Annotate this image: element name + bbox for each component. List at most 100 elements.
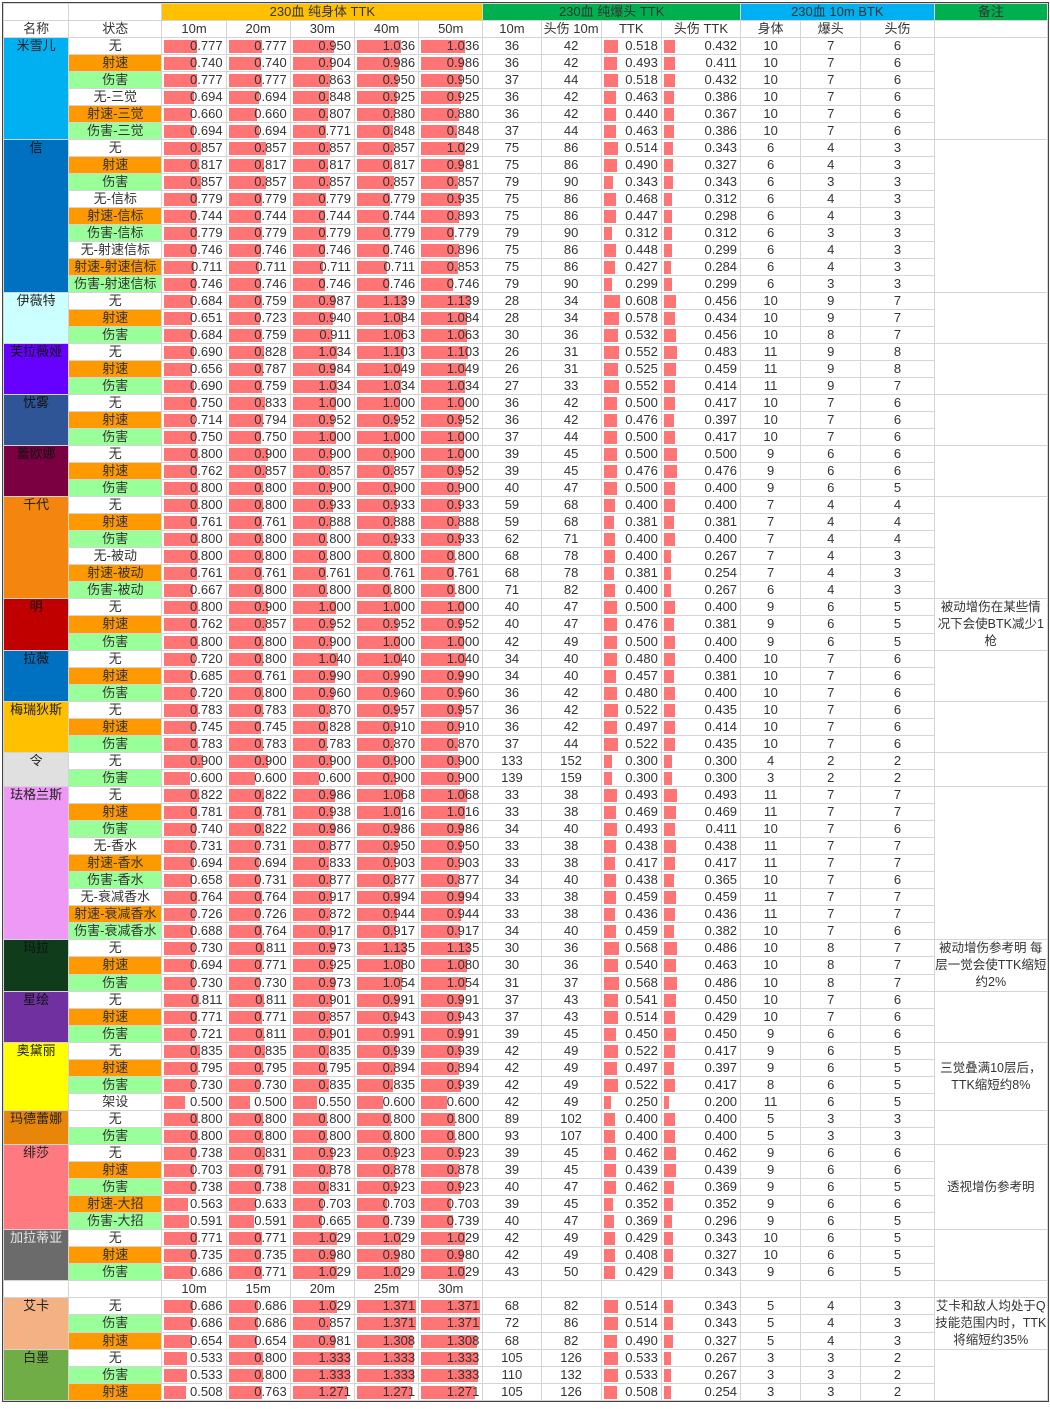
data-bar xyxy=(228,755,268,768)
data-bar xyxy=(603,414,617,427)
state-cell: 射速 xyxy=(68,1008,163,1026)
data-bar xyxy=(356,994,399,1007)
body-ttk-cell: 0.703 xyxy=(353,1195,420,1213)
ttk-value: 0.440 xyxy=(625,106,658,122)
body-ttk-cell: 1.049 xyxy=(353,360,420,378)
headdmg-10m-cell: 86 xyxy=(540,241,602,259)
data-bar xyxy=(421,244,460,257)
data-bar xyxy=(356,789,403,802)
ttk-value: 0.463 xyxy=(704,957,738,973)
body-ttk-cell: 0.800 xyxy=(353,581,420,599)
body-ttk-cell: 0.746 xyxy=(225,241,291,259)
data-bar xyxy=(421,1011,462,1024)
state-cell: 射速 xyxy=(68,1246,163,1264)
ttk-value: 0.540 xyxy=(625,957,658,973)
ttk-value: 0.800 xyxy=(254,480,287,496)
data-bar xyxy=(421,908,462,921)
btk-headdmg-cell: 6 xyxy=(860,1025,935,1043)
alt-distance-header-row: 10m 15m 20m 25m 30m xyxy=(2,1280,1049,1298)
data-bar xyxy=(603,312,619,325)
btk-head-cell: 2 xyxy=(800,769,862,787)
data-bar xyxy=(603,1334,617,1348)
ttk-value: 0.835 xyxy=(254,1043,287,1059)
ttk-value: 0.764 xyxy=(254,889,287,905)
col-header-dmg-10m: 10m xyxy=(482,20,542,38)
headshot-ttk-cell: 0.427 xyxy=(600,258,662,276)
character-name: 加拉蒂亚 xyxy=(2,1229,70,1281)
ttk-value: 0.739 xyxy=(446,1213,480,1229)
data-bar xyxy=(356,823,399,836)
ttk-value: 0.738 xyxy=(254,1179,287,1195)
btk-head-cell: 7 xyxy=(800,54,862,72)
data-bar xyxy=(603,1147,616,1160)
headshot-ttk-cell: 0.468 xyxy=(600,190,662,208)
btk-headdmg-cell: 6 xyxy=(860,37,935,55)
ttk-value: 0.312 xyxy=(625,225,658,241)
ttk-value: 0.800 xyxy=(190,548,223,564)
body-ttk-cell: 0.533 xyxy=(161,1366,227,1384)
headdmg-ttk-cell: 0.414 xyxy=(660,718,742,736)
table-row: 伤害 0.721 0.811 0.901 0.991 0.991 39 45 0.450 0.45… xyxy=(4,1025,1048,1043)
note-cell: 被动增伤参考明 每层一觉会使TTK缩短约2% xyxy=(933,939,1049,992)
data-bar xyxy=(292,278,325,291)
data-bar xyxy=(356,499,397,512)
note-cell xyxy=(933,139,1049,293)
ttk-value: 0.835 xyxy=(318,1077,351,1093)
data-bar xyxy=(356,687,398,700)
ttk-value: 0.493 xyxy=(625,55,658,71)
ttk-value: 0.925 xyxy=(382,89,416,105)
headdmg-ttk-cell: 0.254 xyxy=(660,1383,742,1401)
data-bar xyxy=(228,295,262,308)
data-bar xyxy=(421,823,464,836)
body-ttk-cell: 1.271 xyxy=(353,1383,420,1401)
body-ttk-cell: 0.686 xyxy=(161,1314,227,1333)
damage-10m-cell: 68 xyxy=(482,564,542,582)
data-bar xyxy=(603,210,616,223)
ttk-value: 1.036 xyxy=(382,38,416,54)
ttk-value: 0.904 xyxy=(318,55,351,71)
headdmg-10m-cell: 47 xyxy=(540,479,602,497)
ttk-value: 0.759 xyxy=(254,293,287,309)
ttk-value: 1.054 xyxy=(382,974,416,990)
data-bar xyxy=(421,567,455,580)
headdmg-10m-cell: 42 xyxy=(540,684,602,702)
data-bar xyxy=(603,125,616,138)
body-ttk-cell: 0.787 xyxy=(225,360,291,378)
body-ttk-cell: 0.730 xyxy=(225,973,291,993)
headshot-ttk-cell: 0.448 xyxy=(600,241,662,259)
data-bar xyxy=(421,1232,466,1245)
headshot-ttk-cell: 0.552 xyxy=(600,377,662,395)
ttk-value: 0.746 xyxy=(318,242,351,258)
body-ttk-cell: 1.103 xyxy=(353,343,420,361)
body-ttk-cell: 0.900 xyxy=(353,752,420,770)
ttk-value: 1.333 xyxy=(318,1367,351,1383)
ttk-value: 0.343 xyxy=(704,1264,738,1280)
body-ttk-cell: 0.730 xyxy=(161,973,227,993)
ttk-value: 0.900 xyxy=(254,599,287,615)
ttk-value: 0.980 xyxy=(318,1247,351,1263)
ttk-value: 0.343 xyxy=(704,1298,738,1314)
data-bar xyxy=(164,601,199,614)
headshot-ttk-cell: 0.381 xyxy=(600,513,662,531)
headdmg-10m-cell: 126 xyxy=(540,1383,602,1401)
btk-head-cell: 4 xyxy=(800,530,862,548)
table-row: 伤害 0.600 0.600 0.600 0.900 0.900 139 159 0.300 0.… xyxy=(4,769,1048,787)
data-bar xyxy=(663,482,675,495)
body-ttk-cell: 0.783 xyxy=(225,701,291,719)
data-bar xyxy=(421,1096,448,1109)
alt-distance-header: 30m xyxy=(418,1280,484,1298)
body-ttk-cell: 0.735 xyxy=(225,1246,291,1264)
body-ttk-cell: 0.960 xyxy=(289,684,355,702)
btk-head-cell: 7 xyxy=(800,803,862,821)
ttk-value: 0.400 xyxy=(704,599,738,615)
ttk-value: 0.299 xyxy=(625,276,658,292)
body-ttk-cell: 0.779 xyxy=(161,224,227,242)
data-bar xyxy=(164,1011,198,1024)
body-ttk-cell: 1.016 xyxy=(418,803,484,821)
btk-head-cell: 6 xyxy=(800,597,862,617)
table-row: 米雪儿无 0.777 0.777 0.950 1.036 1.036 36 42 0.518 0.… xyxy=(2,37,1049,140)
btk-head-cell: 7 xyxy=(800,71,862,89)
state-cell: 射速 xyxy=(68,156,163,174)
data-bar xyxy=(603,1113,615,1126)
ttk-value: 0.439 xyxy=(625,1162,658,1178)
